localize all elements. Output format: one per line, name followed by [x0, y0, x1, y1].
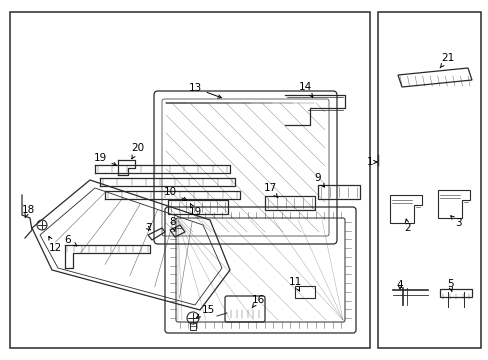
Text: 19: 19 — [93, 153, 116, 166]
Bar — [264, 196, 314, 210]
Text: 7: 7 — [144, 223, 151, 233]
Text: 12: 12 — [48, 237, 61, 253]
Text: 11: 11 — [288, 277, 301, 291]
Text: 16: 16 — [251, 295, 264, 308]
Text: 20: 20 — [131, 143, 144, 159]
Text: 17: 17 — [263, 183, 277, 198]
Text: 15: 15 — [196, 305, 214, 318]
Text: 13: 13 — [188, 83, 221, 98]
Text: 18: 18 — [21, 205, 35, 218]
Text: 9: 9 — [314, 173, 324, 187]
Bar — [10, 12, 369, 348]
Bar — [377, 12, 480, 348]
Bar — [317, 185, 359, 199]
Text: 2: 2 — [404, 219, 410, 233]
Text: 1: 1 — [366, 157, 376, 167]
Bar — [439, 289, 471, 297]
Text: 19: 19 — [188, 204, 201, 217]
Text: 5: 5 — [446, 279, 452, 292]
Bar — [190, 322, 196, 330]
Text: 21: 21 — [439, 53, 454, 68]
Bar — [168, 200, 227, 214]
Text: 8: 8 — [169, 217, 176, 231]
Text: 10: 10 — [163, 187, 186, 200]
Text: 6: 6 — [64, 235, 77, 246]
Text: 3: 3 — [450, 216, 460, 228]
Bar — [294, 286, 314, 298]
Text: 14: 14 — [298, 82, 312, 97]
Text: 4: 4 — [396, 280, 403, 290]
